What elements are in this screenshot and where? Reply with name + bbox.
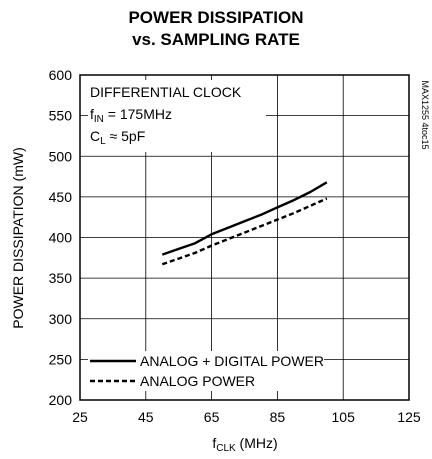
- annotation-cl-main: C: [90, 128, 100, 144]
- x-axis-label-unit: (MHz): [236, 435, 278, 451]
- x-tick-label: 105: [332, 409, 356, 425]
- legend-background: [88, 351, 324, 391]
- x-tick-label: 25: [72, 409, 88, 425]
- x-axis-label-sub: CLK: [216, 443, 236, 454]
- grid-lines: [80, 75, 409, 400]
- y-axis-label: POWER DISSIPATION (mW): [10, 147, 26, 328]
- x-axis-label: fCLK (MHz): [212, 435, 277, 454]
- y-tick-label: 250: [49, 351, 73, 367]
- x-axis-label-main: f: [212, 435, 216, 451]
- x-tick-labels: 25 45 65 85 105 125: [72, 409, 421, 425]
- legend-label-analog: ANALOG POWER: [140, 373, 255, 389]
- y-tick-label: 550: [49, 108, 73, 124]
- chart-title-line-1: POWER DISSIPATION: [128, 8, 304, 27]
- x-tick-label: 65: [204, 409, 220, 425]
- legend-label-analog-digital: ANALOG + DIGITAL POWER: [140, 353, 324, 369]
- annotation-fin-sub: IN: [94, 114, 104, 125]
- annotation-fin: fIN = 175MHz: [90, 106, 172, 125]
- figure-code: MAX1255 4toc15: [420, 80, 430, 149]
- annotation-cl: CL ≈ 5pF: [90, 128, 145, 147]
- series-line-analog-digital-power: [161, 181, 328, 256]
- series-lines: [161, 181, 328, 266]
- y-tick-label: 600: [49, 67, 73, 83]
- y-tick-label: 200: [49, 392, 73, 408]
- annotation-clock: DIFFERENTIAL CLOCK: [90, 84, 242, 100]
- annotation-cl-sub: L: [100, 136, 106, 147]
- annotation-cl-value: ≈ 5pF: [106, 128, 146, 144]
- plot-frame: [79, 74, 410, 401]
- annotation-fin-value: = 175MHz: [104, 106, 172, 122]
- y-tick-label: 300: [49, 311, 73, 327]
- series-line-analog-power: [161, 197, 328, 266]
- x-tick-label: 45: [138, 409, 154, 425]
- y-tick-label: 500: [49, 148, 73, 164]
- x-tick-label: 125: [397, 409, 421, 425]
- y-tick-label: 350: [49, 270, 73, 286]
- y-tick-label: 450: [49, 189, 73, 205]
- y-tick-label: 400: [49, 230, 73, 246]
- annotation-background: [88, 80, 266, 152]
- chart-title-line-2: vs. SAMPLING RATE: [132, 30, 300, 49]
- x-tick-label: 85: [270, 409, 286, 425]
- y-tick-labels: 200 250 300 350 400 450 500 550 600: [49, 67, 73, 408]
- annotation-fin-main: f: [90, 106, 94, 122]
